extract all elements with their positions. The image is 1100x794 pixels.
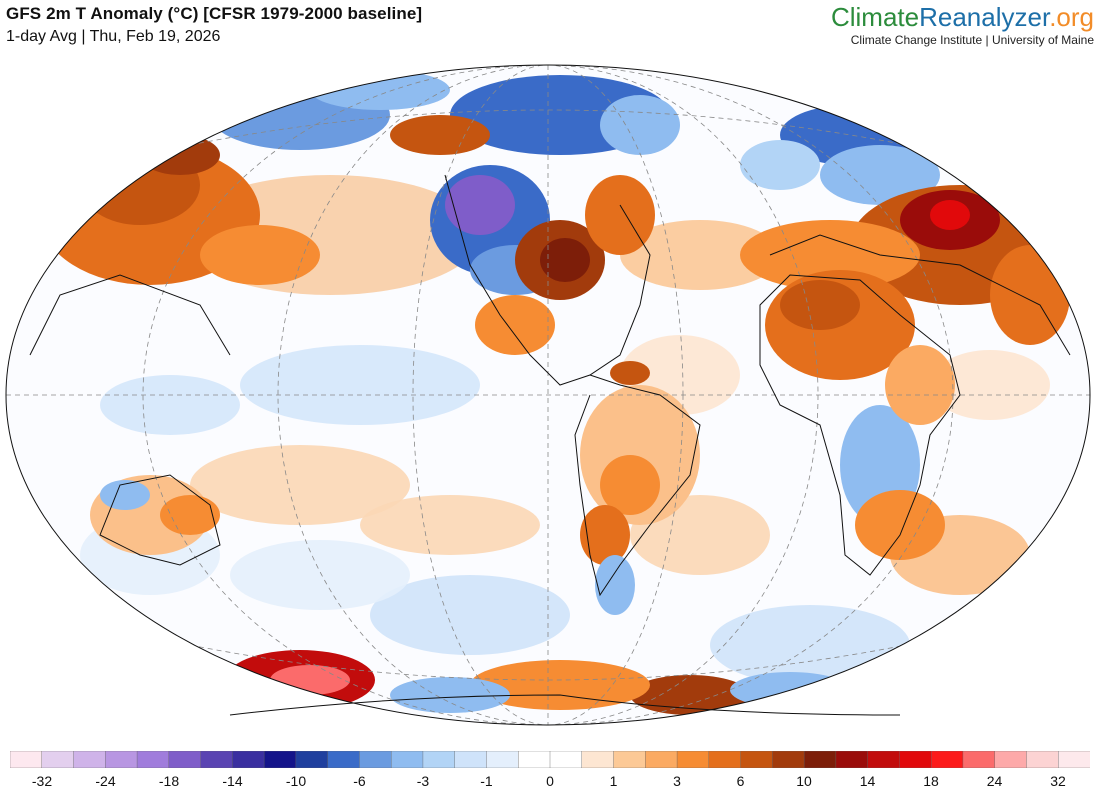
legend-tick-label: 0	[546, 773, 554, 789]
legend-swatch	[803, 751, 837, 768]
legend-tick-label: 1	[609, 773, 618, 789]
legend-swatch	[708, 751, 742, 768]
brand-logo-part-reanalyzer: Reanalyzer	[919, 2, 1050, 32]
map-subtitle: 1-day Avg | Thu, Feb 19, 2026	[6, 28, 221, 45]
legend-swatch	[390, 751, 424, 768]
legend-tick-label: -18	[158, 773, 180, 789]
legend-tick-label: -10	[285, 773, 307, 789]
legend-swatch	[581, 751, 615, 768]
legend-swatch	[359, 751, 392, 768]
legend-swatch	[136, 751, 170, 768]
map-title: GFS 2m T Anomaly (°C) [CFSR 1979-2000 ba…	[6, 4, 423, 23]
brand-logo-part-org: .org	[1049, 2, 1094, 32]
legend-swatch	[486, 751, 519, 768]
legend-tick-label: 3	[673, 773, 681, 789]
legend-swatch	[645, 751, 678, 768]
legend-swatch	[10, 751, 43, 768]
legend-swatch	[835, 751, 869, 768]
legend-swatch	[263, 751, 297, 768]
legend-tick-label: 18	[923, 773, 939, 789]
brand-tagline: Climate Change Institute | University of…	[850, 33, 1094, 47]
graticule	[6, 65, 1090, 725]
legend-swatch	[899, 751, 932, 768]
legend-tick-label: 24	[986, 773, 1003, 789]
legend-swatch	[1058, 751, 1090, 768]
legend-swatch	[422, 751, 456, 768]
legend-swatch	[772, 751, 805, 768]
legend-tick-label: -1	[480, 773, 493, 789]
legend-swatch	[676, 751, 710, 768]
legend-tick-label: 10	[796, 773, 812, 789]
world-map-svg	[5, 64, 1091, 726]
legend-swatch	[73, 751, 106, 768]
legend-swatch	[232, 751, 265, 768]
legend-tick-label: 14	[859, 773, 876, 789]
legend-swatch	[200, 751, 233, 768]
legend-swatch	[295, 751, 329, 768]
legend-tick-label: 6	[736, 773, 745, 789]
legend-swatch	[740, 751, 773, 768]
legend-swatch	[867, 751, 901, 768]
legend-tick-label: -32	[31, 773, 53, 789]
legend-swatch	[105, 751, 138, 768]
legend-tick-label: 32	[1050, 773, 1066, 789]
legend-swatch	[613, 751, 646, 768]
brand-block: ClimateReanalyzer.org Climate Change Ins…	[831, 2, 1094, 47]
coastlines	[29, 174, 1071, 716]
legend-swatch	[962, 751, 996, 768]
legend-swatch	[168, 751, 202, 768]
anomaly-field	[6, 65, 1090, 725]
legend-swatch	[518, 751, 551, 768]
anomaly-map[interactable]	[0, 55, 1100, 740]
globe-outline	[5, 64, 1091, 726]
legend-swatch	[994, 751, 1028, 768]
legend-swatch	[1026, 751, 1059, 768]
legend-colorbar	[10, 751, 1090, 768]
legend-swatch	[549, 751, 583, 768]
legend-labels: -32 -24 -18 -14 -10 -6 -3 -1 0 1 3 6 10 14 18 24 32	[10, 773, 1090, 793]
legend-tick-label: -6	[353, 773, 366, 789]
legend-tick-label: -24	[95, 773, 116, 789]
legend-tick-label: -3	[416, 773, 430, 789]
legend-tick-label: -14	[222, 773, 243, 789]
legend-swatch	[930, 751, 964, 768]
brand-logo-part-climate: Climate	[830, 2, 920, 32]
brand-logo[interactable]: ClimateReanalyzer.org	[831, 2, 1094, 32]
legend-swatch	[327, 751, 361, 768]
legend-swatch	[41, 751, 75, 768]
legend-swatch	[454, 751, 488, 768]
